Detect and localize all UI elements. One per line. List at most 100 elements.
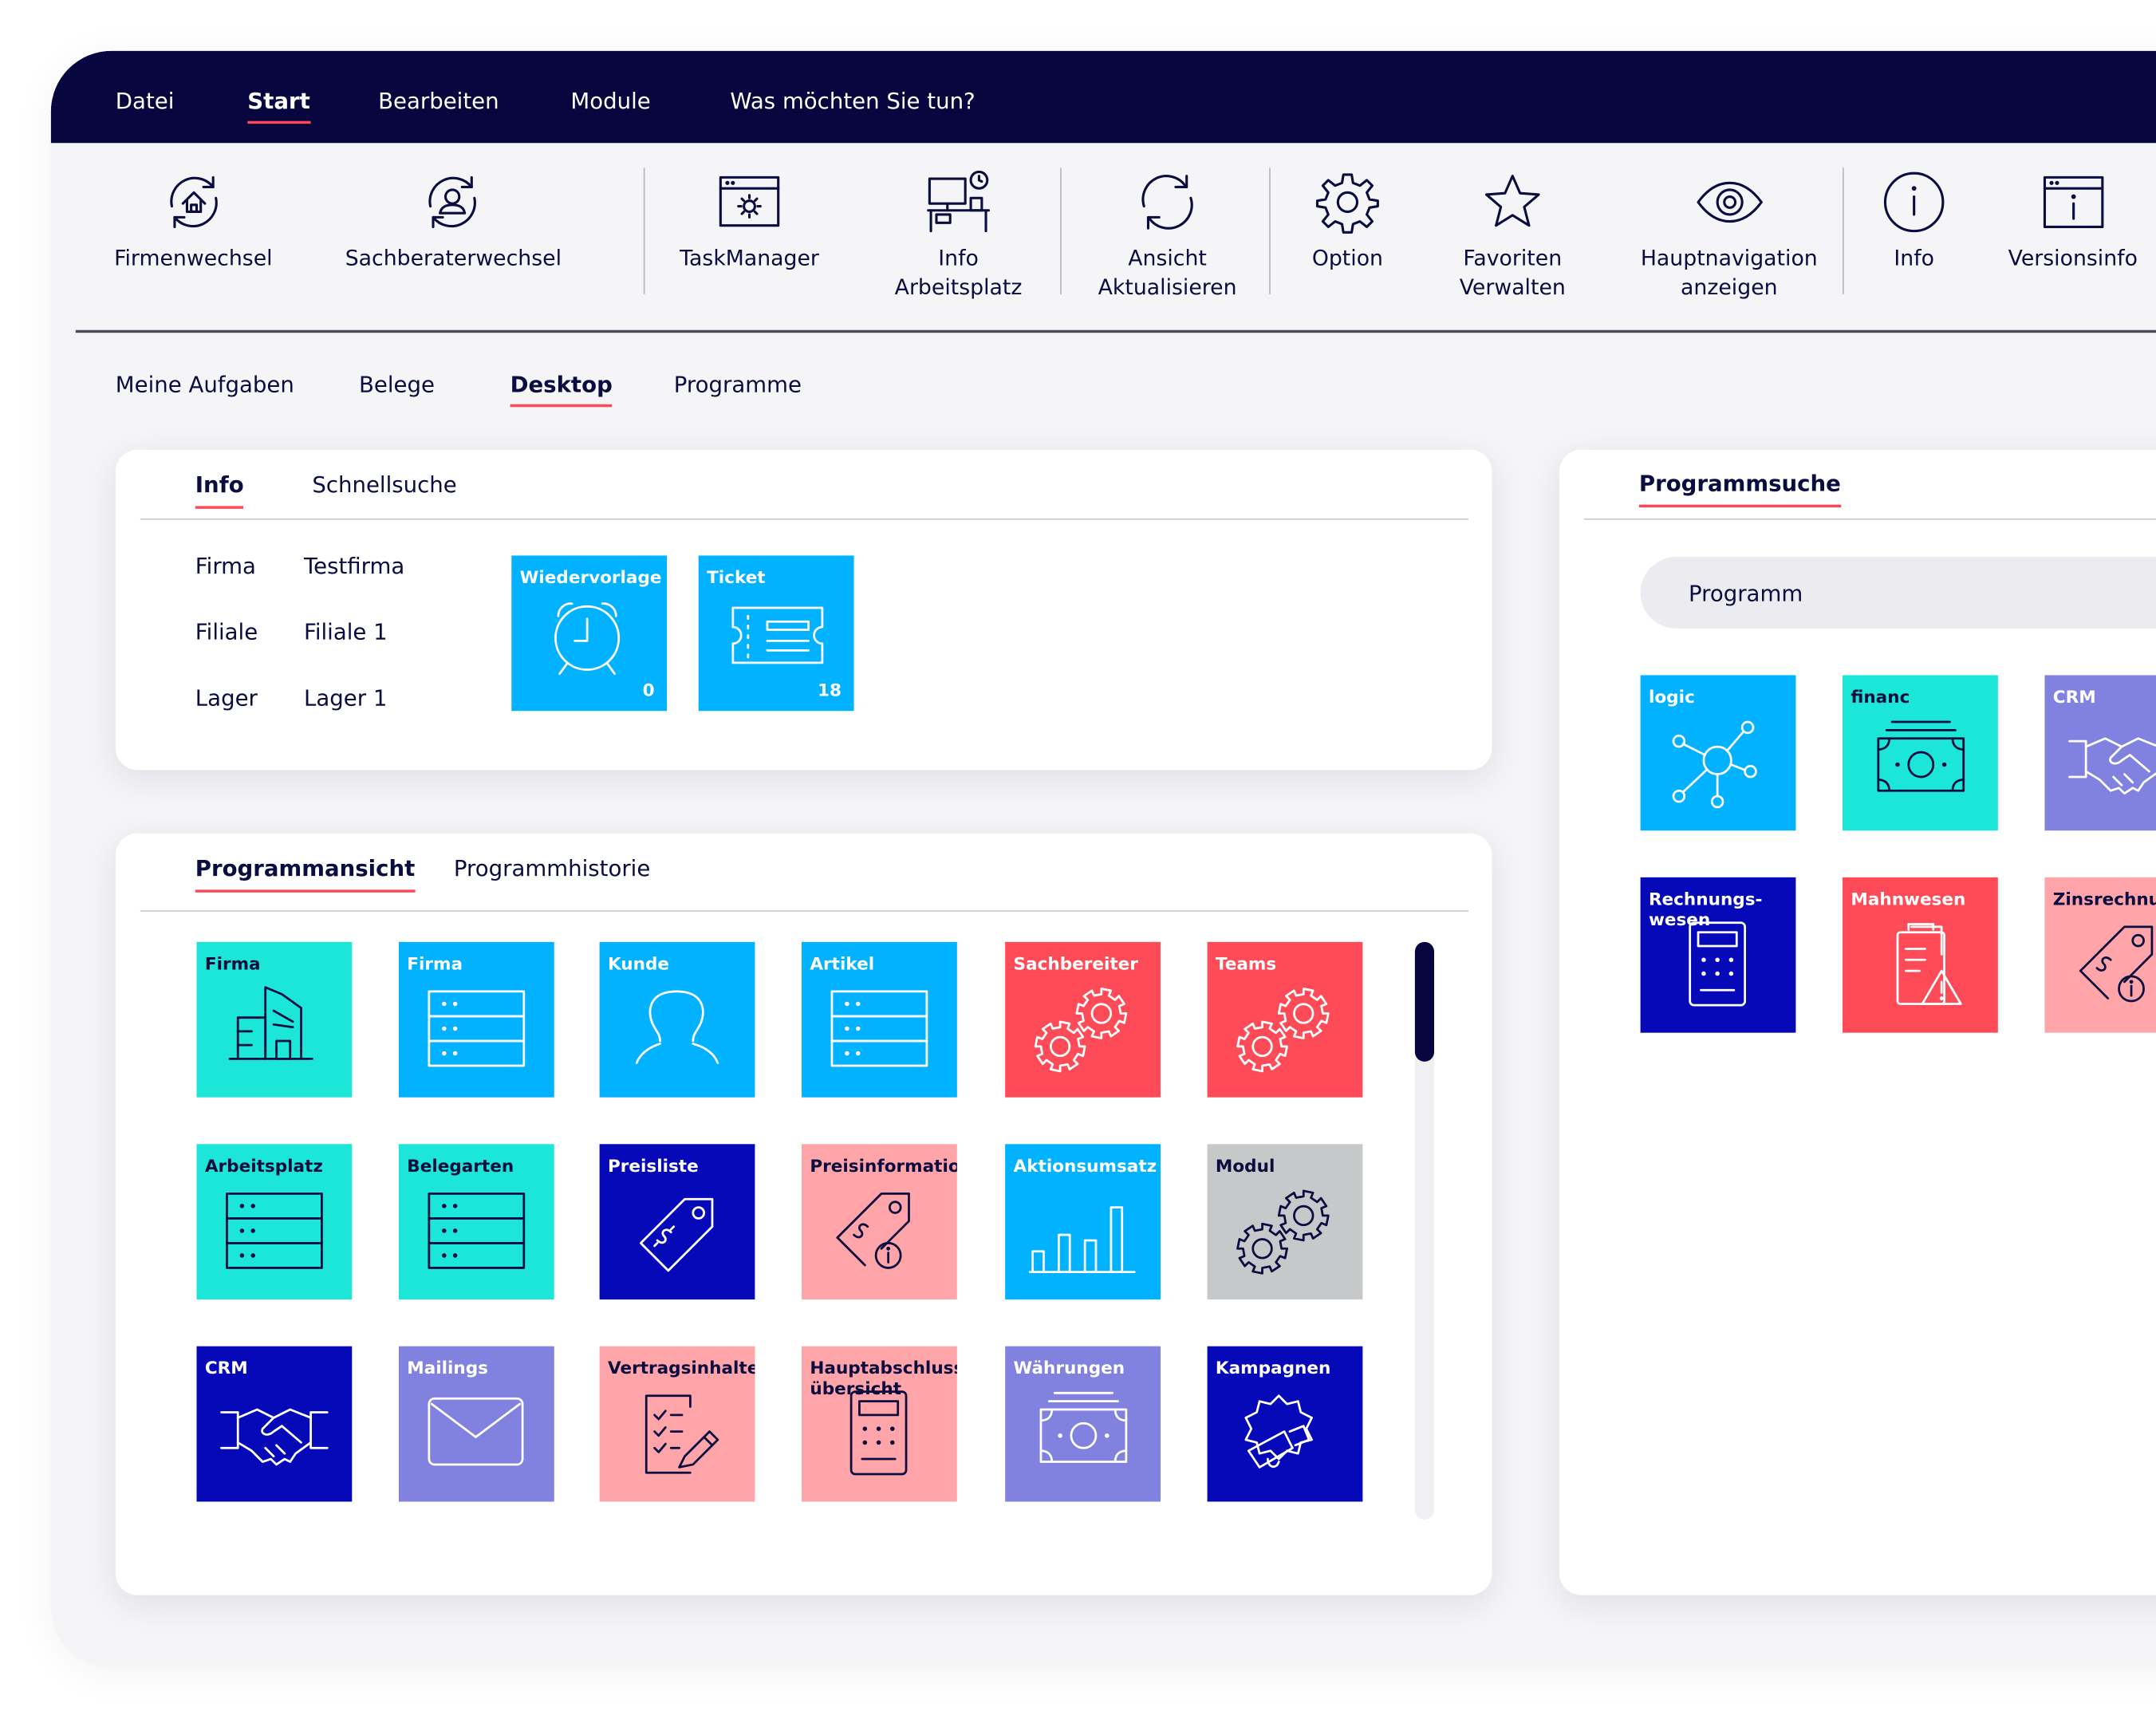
clipboard-warning-icon: [1896, 923, 1962, 1005]
tab-info[interactable]: Info: [195, 471, 245, 509]
tile-label: Preisinformation: [810, 1155, 957, 1176]
subtab-programme[interactable]: Programme: [673, 371, 802, 398]
info-label: Info: [1894, 246, 1934, 271]
program-tile[interactable]: logic: [1640, 675, 1796, 831]
star-icon: [1484, 175, 1540, 227]
program-tile[interactable]: Kampagnen: [1207, 1346, 1363, 1502]
tile-label: Vertragsinhalte: [607, 1357, 755, 1378]
envelope-icon: [428, 1397, 524, 1466]
price-tag-icon: [639, 1197, 714, 1272]
program-tile[interactable]: Firma: [398, 941, 554, 1098]
program-tile[interactable]: Artikel: [802, 941, 957, 1098]
info-card: Info Schnellsuche Firma Testfirma Filial…: [115, 449, 1492, 771]
user-switch-icon: [428, 175, 476, 228]
info-arbeitsplatz-label: Info Arbeitsplatz: [894, 246, 1023, 300]
gears-icon: [1034, 988, 1128, 1073]
building-icon: [228, 986, 313, 1060]
versionsinfo-button[interactable]: Versionsinfo: [2000, 171, 2145, 274]
program-search-input[interactable]: [1688, 576, 2156, 609]
info-arbeitsplatz-button[interactable]: Info Arbeitsplatz: [876, 170, 1041, 302]
program-tile[interactable]: CRM: [196, 1346, 353, 1502]
tab-schnellsuche[interactable]: Schnellsuche: [312, 471, 457, 499]
program-tile[interactable]: Firma: [196, 941, 353, 1098]
tile-label: Firma: [407, 952, 463, 974]
toolbar-divider: [1843, 168, 1844, 294]
info-button[interactable]: Info: [1863, 171, 1965, 274]
info-value-filiale: Filiale 1: [303, 618, 388, 645]
tile-label: Ticket: [707, 566, 766, 588]
server-icon: [830, 990, 928, 1067]
menu-bar: Datei Start Bearbeiten Module Was möchte…: [50, 50, 2156, 144]
scrollbar-thumb[interactable]: [1414, 941, 1435, 1062]
server-icon: [226, 1192, 323, 1269]
firmenwechsel-label: Firmenwechsel: [114, 246, 273, 271]
sachberaterwechsel-button[interactable]: Sachberaterwechsel: [345, 171, 562, 274]
refresh-icon: [1141, 175, 1193, 230]
program-tile[interactable]: Mahnwesen: [1843, 877, 1998, 1033]
tab-programmhistorie[interactable]: Programmhistorie: [453, 855, 651, 882]
tile-ticket[interactable]: Ticket 18: [698, 555, 854, 712]
subtab-belege[interactable]: Belege: [358, 371, 435, 398]
program-tile[interactable]: Teams: [1207, 941, 1363, 1098]
taskmanager-button[interactable]: TaskManager: [667, 171, 832, 274]
program-tile[interactable]: Aktionsumsatz: [1005, 1144, 1161, 1300]
checklist-icon: [644, 1394, 719, 1474]
menu-search-actions[interactable]: Was möchten Sie tun?: [730, 88, 976, 115]
price-tag-info-icon: [836, 1192, 910, 1269]
favoriten-verwalten-button[interactable]: Favoriten Verwalten: [1437, 171, 1588, 302]
program-tile[interactable]: Währungen: [1005, 1346, 1161, 1502]
program-tile[interactable]: Preisliste: [599, 1144, 755, 1300]
hauptnavigation-button[interactable]: Hauptnavigation anzeigen: [1630, 171, 1829, 302]
eye-icon: [1696, 181, 1763, 223]
program-tile[interactable]: Zinsrechnung: [2044, 877, 2156, 1033]
menu-bearbeiten[interactable]: Bearbeiten: [378, 88, 499, 115]
ticket-icon: [731, 606, 824, 664]
program-tile[interactable]: Modul: [1207, 1144, 1363, 1300]
program-tile[interactable]: Mailings: [398, 1346, 554, 1502]
tab-programmansicht[interactable]: Programmansicht: [195, 854, 415, 893]
info-icon: [1883, 172, 1945, 233]
toolbar-divider: [643, 168, 645, 294]
tile-label: Modul: [1215, 1155, 1275, 1176]
tile-wiedervorlage[interactable]: Wiedervorlage 0: [511, 555, 668, 712]
program-tile[interactable]: Hauptabschluss übersicht: [802, 1346, 957, 1502]
menu-module[interactable]: Module: [570, 88, 651, 115]
version-info-icon: [2043, 175, 2103, 228]
firmenwechsel-button[interactable]: Firmenwechsel: [114, 171, 273, 274]
tile-label: Firma: [204, 952, 261, 974]
favoriten-verwalten-label: Favoriten Verwalten: [1459, 246, 1566, 300]
program-tile[interactable]: Belegarten: [398, 1144, 554, 1300]
subtab-meine-aufgaben[interactable]: Meine Aufgaben: [115, 371, 294, 398]
tile-label: Artikel: [810, 952, 875, 974]
program-search-box[interactable]: [1640, 557, 2156, 629]
info-label-firma: Firma: [195, 553, 256, 579]
program-tile[interactable]: Preisinformation: [802, 1144, 957, 1300]
tile-label: Kampagnen: [1215, 1357, 1331, 1378]
toolbar-divider: [1269, 168, 1271, 294]
program-tile[interactable]: Rechnungs- wesen: [1640, 877, 1796, 1033]
tile-label: Zinsrechnung: [2052, 888, 2156, 909]
tile-label: Kunde: [607, 952, 670, 974]
program-tile[interactable]: Vertragsinhalte: [599, 1346, 755, 1502]
gears-icon: [1236, 1189, 1330, 1275]
tile-label: logic: [1648, 686, 1695, 708]
handshake-icon: [220, 1408, 329, 1466]
ansicht-aktualisieren-button[interactable]: Ansicht Aktualisieren: [1085, 171, 1250, 302]
option-button[interactable]: Option: [1279, 171, 1416, 274]
program-tile[interactable]: CRM: [2044, 675, 2156, 831]
versionsinfo-label: Versionsinfo: [2008, 246, 2138, 271]
tile-label: financ: [1851, 686, 1910, 708]
program-tile[interactable]: Sachbereiter: [1005, 941, 1161, 1098]
menu-start[interactable]: Start: [247, 87, 310, 124]
menu-datei[interactable]: Datei: [115, 88, 175, 115]
gears-icon: [1236, 988, 1330, 1073]
company-switch-icon: [169, 175, 217, 228]
program-tile[interactable]: financ: [1843, 675, 1998, 831]
subtab-desktop[interactable]: Desktop: [510, 370, 613, 408]
workplace-icon: [927, 170, 991, 233]
program-tile[interactable]: Arbeitsplatz: [196, 1144, 353, 1300]
program-tile[interactable]: Kunde: [599, 941, 755, 1098]
option-label: Option: [1311, 246, 1384, 271]
wiedervorlage-count: 0: [642, 679, 655, 700]
money-icon: [1877, 720, 1965, 792]
